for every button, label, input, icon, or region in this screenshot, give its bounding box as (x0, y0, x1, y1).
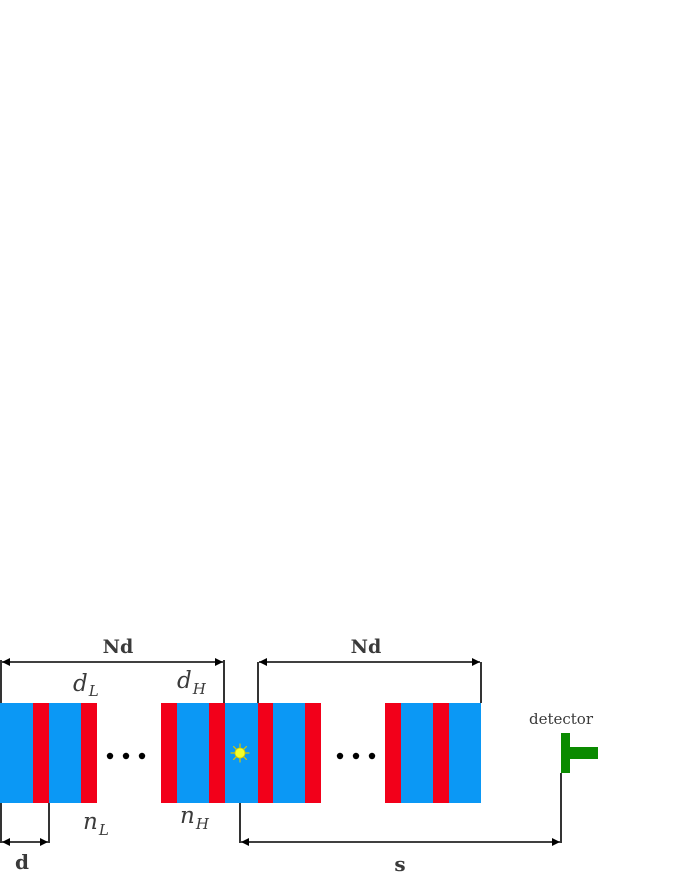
ellipsis-dots-left (106, 752, 146, 760)
layer-high (258, 703, 273, 803)
detector-icon (561, 733, 598, 773)
label-detector: detector (529, 710, 594, 728)
label-distance-s: s (394, 852, 405, 876)
layer-high (209, 703, 225, 803)
dimension-nd-right (257, 658, 482, 703)
layer-low (177, 703, 209, 803)
label-nd-left: Nd (103, 636, 134, 658)
layer-low (49, 703, 81, 803)
layer-low (0, 703, 33, 803)
ellipsis-dots-right (336, 752, 376, 760)
label-d-H: dH (177, 668, 207, 698)
layer-low (273, 703, 305, 803)
layer-high (33, 703, 49, 803)
label-n-H: nH (180, 803, 210, 833)
layer-high (305, 703, 321, 803)
middle-stack (161, 703, 321, 803)
layer-high (161, 703, 177, 803)
layer-low (401, 703, 433, 803)
layer-high (81, 703, 97, 803)
layer-high (433, 703, 449, 803)
label-nd-right: Nd (351, 636, 382, 658)
layer-low (449, 703, 481, 803)
dimension-distance-s (239, 773, 562, 846)
sun-source-icon (230, 743, 250, 763)
label-period-d: d (15, 850, 29, 874)
layer-high (385, 703, 401, 803)
label-d-L: dL (73, 671, 99, 700)
label-n-L: nL (83, 809, 109, 839)
left-stack (0, 703, 97, 803)
right-stack (385, 703, 481, 803)
dimension-nd-left (0, 658, 225, 703)
dimension-period-d (0, 803, 50, 846)
